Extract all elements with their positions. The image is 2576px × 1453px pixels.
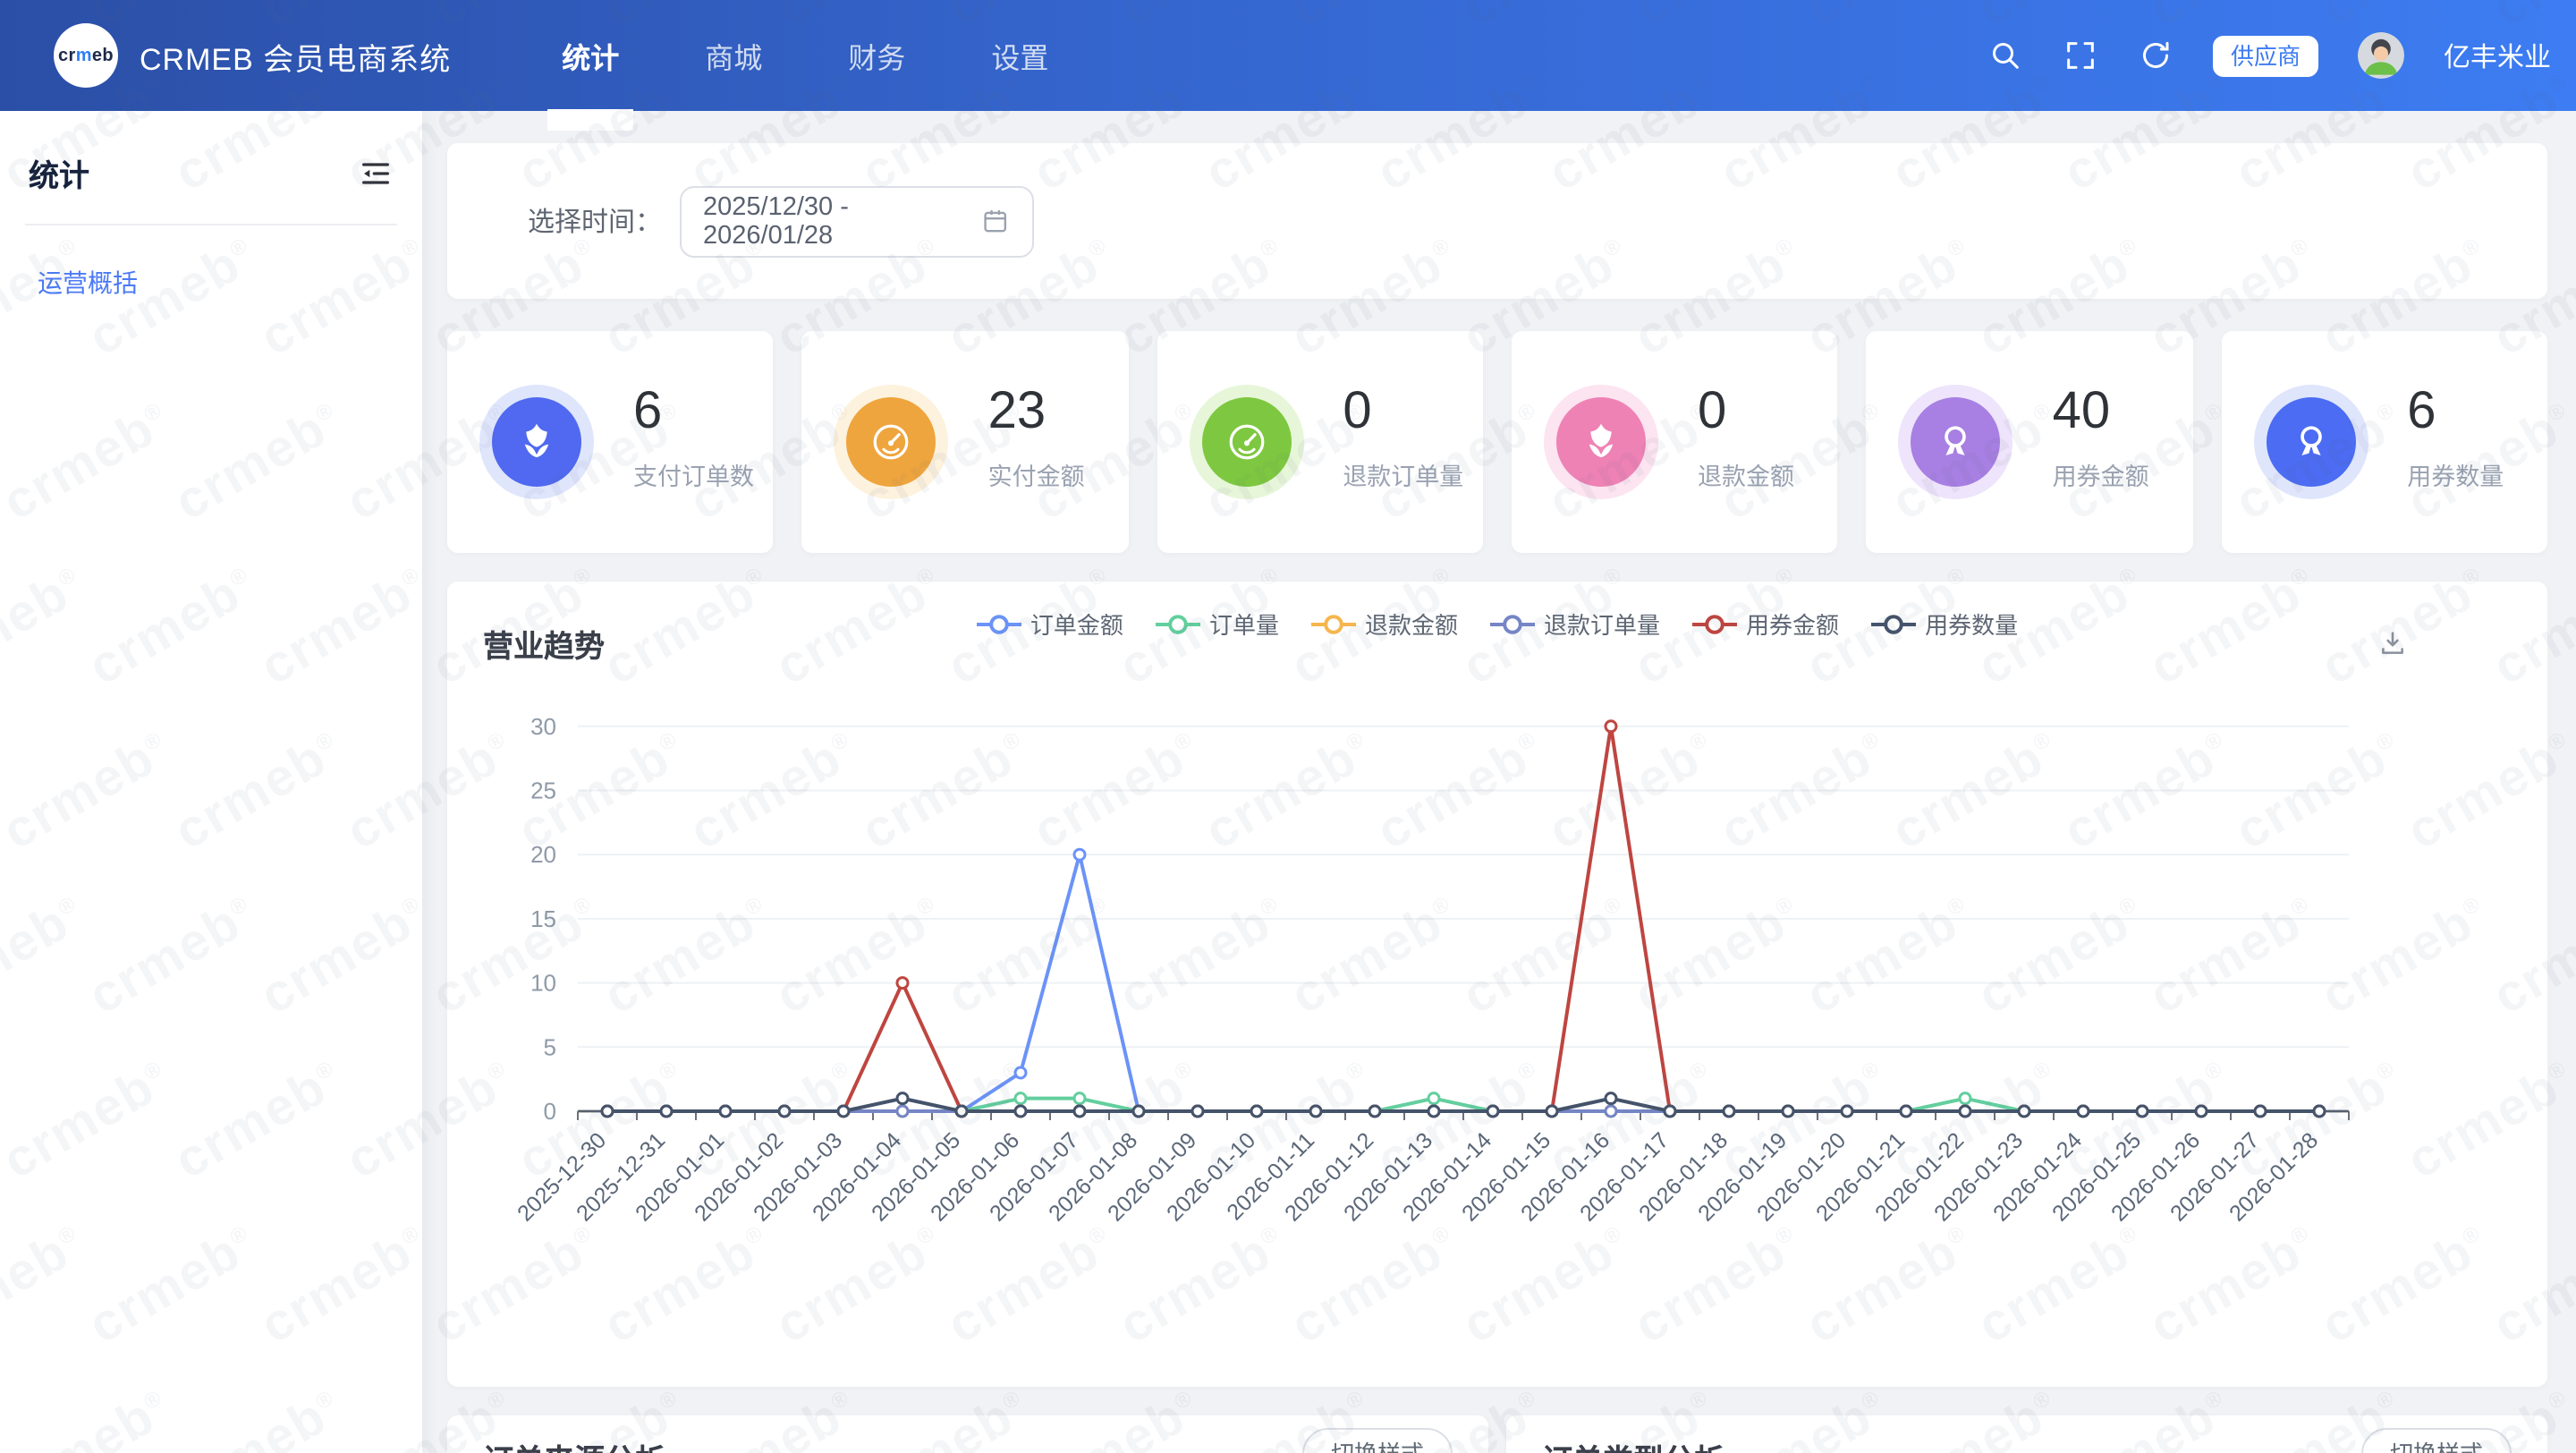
svg-text:15: 15: [530, 905, 556, 932]
tab-finance[interactable]: 财务: [848, 45, 906, 75]
tulip-icon: [1555, 397, 1646, 487]
order-type-analysis-card: 订单类型分析 切换样式: [1506, 1415, 2547, 1453]
crmeb-logo-text: crmeb: [57, 46, 114, 65]
stat-label: 用券数量: [2407, 463, 2504, 491]
legend-item[interactable]: 用券数量: [1871, 607, 2018, 641]
watermark: crmeb®: [2570, 400, 2576, 532]
toggle-style-button[interactable]: 切换样式: [2360, 1428, 2512, 1453]
stat-label: 用券金额: [2052, 463, 2149, 491]
trend-line-chart: 0 5 10 15 20 25 30 2025-12-30 2025-12-31 2026-01-…: [447, 689, 2547, 1392]
legend-item[interactable]: 用券金额: [1692, 607, 1839, 641]
watermark: crmeb®: [2570, 729, 2576, 862]
watermark: crmeb®: [2570, 1058, 2576, 1191]
svg-text:20: 20: [530, 841, 556, 868]
medal-icon: [1911, 397, 2001, 487]
toggle-style-button[interactable]: 切换样式: [1301, 1428, 1453, 1453]
svg-text:5: 5: [544, 1033, 556, 1060]
business-trend-card: 营业趋势 订单金额 订单量 退款金额 退款订单量 用券金额 用券数量 0 5 10 15 20 25…: [447, 582, 2547, 1387]
stat-value: 6: [633, 383, 663, 441]
navbar-right-tools: 供应商 亿丰米业: [1987, 32, 2576, 79]
supplier-badge[interactable]: 供应商: [2212, 35, 2318, 76]
svg-text:25: 25: [530, 777, 556, 804]
trend-title: 营业趋势: [483, 629, 605, 663]
top-navbar: crmeb CRMEB 会员电商系统 统计 商城 财务 设置 供应商: [0, 0, 2576, 111]
stat-label: 退款订单量: [1343, 463, 1464, 491]
download-icon[interactable]: [2377, 628, 2408, 659]
stat-label: 支付订单数: [633, 463, 754, 491]
stat-card-paid-orders: 6 支付订单数: [447, 331, 774, 553]
app-title: CRMEB 会员电商系统: [140, 42, 452, 76]
svg-text:30: 30: [530, 713, 556, 740]
svg-text:0: 0: [544, 1098, 556, 1125]
watermark: crmeb®: [2570, 1379, 2576, 1453]
current-user-name[interactable]: 亿丰米业: [2443, 42, 2551, 72]
legend-item[interactable]: 退款金额: [1310, 607, 1458, 641]
date-filter-card: 选择时间： 2025/12/30 - 2026/01/28: [447, 143, 2547, 299]
stat-card-coupon-count: 6 用券数量: [2221, 331, 2547, 553]
tab-settings[interactable]: 设置: [991, 45, 1049, 75]
stat-value: 23: [987, 383, 1046, 441]
main-content: 选择时间： 2025/12/30 - 2026/01/28 6 支付订单数: [447, 111, 2547, 1453]
fullscreen-icon[interactable]: [2063, 38, 2098, 73]
stat-card-paid-amount: 23 实付金额: [801, 331, 1129, 553]
calendar-icon: [985, 210, 1007, 233]
tab-statistics[interactable]: 统计: [533, 0, 648, 111]
date-range-value: 2025/12/30 - 2026/01/28: [703, 192, 849, 250]
date-filter-label: 选择时间：: [528, 208, 663, 238]
sidebar-item-operation-overview[interactable]: 运营概括: [38, 268, 138, 297]
stat-value: 0: [1343, 383, 1372, 441]
legend-item[interactable]: 退款订单量: [1490, 607, 1660, 641]
search-icon[interactable]: [1987, 38, 2023, 73]
bottom-analysis-row: 订单来源分析 切换样式 订单类型分析 切换样式: [447, 1415, 2547, 1453]
stat-label: 实付金额: [987, 463, 1085, 491]
tulip-icon: [492, 397, 581, 487]
stats-row: 6 支付订单数 23 实付金额 0 退款订单量 0 退款金额 40: [447, 331, 2547, 553]
gauge-icon: [1201, 397, 1292, 487]
avatar[interactable]: [2357, 32, 2404, 79]
refresh-icon[interactable]: [2138, 38, 2174, 73]
stat-card-refund-amount: 0 退款金额: [1511, 331, 1838, 553]
sidebar-title: 统计: [29, 159, 89, 193]
trend-header: 营业趋势 订单金额 订单量 退款金额 退款订单量 用券金额 用券数量: [447, 582, 2547, 689]
order-source-analysis-card: 订单来源分析 切换样式: [447, 1415, 1488, 1453]
chart-legend: 订单金额 订单量 退款金额 退款订单量 用券金额 用券数量: [447, 607, 2547, 641]
order-type-title: 订单类型分析: [1542, 1435, 2512, 1453]
sidebar: 统计 运营概括: [0, 111, 422, 1453]
menu-fold-icon[interactable]: [358, 155, 394, 191]
legend-item[interactable]: 订单量: [1155, 607, 1279, 641]
sidebar-divider: [25, 224, 397, 225]
svg-text:10: 10: [530, 970, 556, 997]
crmeb-logo: crmeb: [54, 23, 118, 88]
medal-icon: [2266, 397, 2356, 487]
legend-item[interactable]: 订单金额: [976, 607, 1123, 641]
main-nav-tabs: 统计 商城 财务 设置: [519, 0, 1091, 111]
stat-value: 6: [2407, 383, 2436, 441]
stat-value: 40: [2052, 383, 2111, 441]
tab-mall[interactable]: 商城: [705, 45, 763, 75]
stat-value: 0: [1697, 383, 1727, 441]
date-range-input[interactable]: 2025/12/30 - 2026/01/28: [680, 185, 1035, 257]
gauge-icon: [846, 397, 936, 487]
stat-label: 退款金额: [1697, 463, 1794, 491]
sidebar-header: 统计: [0, 111, 422, 224]
stat-card-refund-orders: 0 退款订单量: [1157, 331, 1483, 553]
stat-card-coupon-amount: 40 用券金额: [1866, 331, 2193, 553]
order-source-title: 订单来源分析: [483, 1435, 1453, 1453]
